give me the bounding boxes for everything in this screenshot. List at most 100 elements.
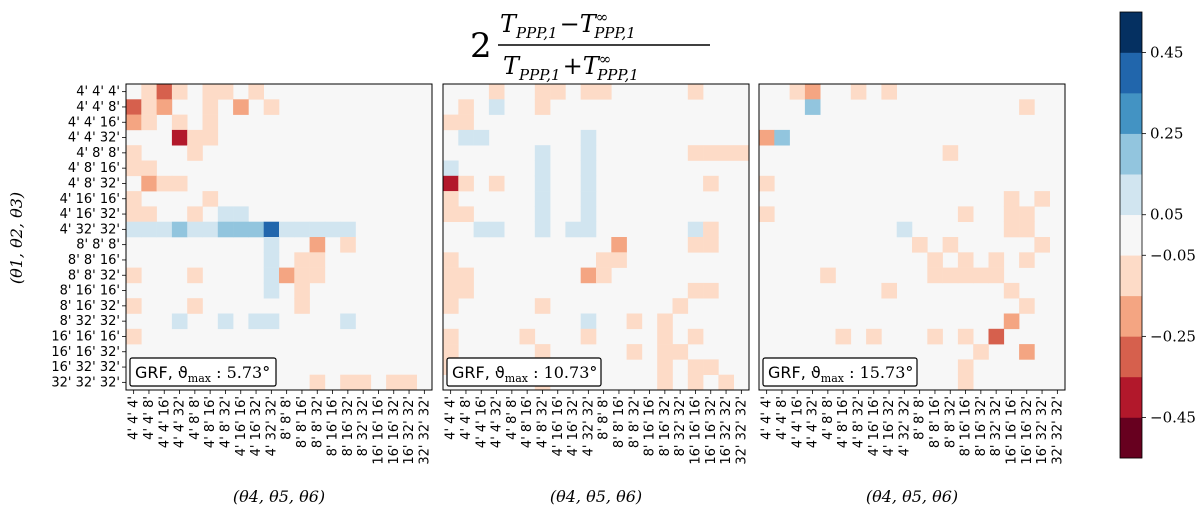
heatmap-cell (519, 328, 536, 345)
heatmap-cell (1019, 252, 1035, 268)
heatmap-cell (565, 221, 581, 238)
x-tick-label: 8' 8' 16' (295, 396, 310, 448)
x-tick-label: 32' 32' 32' (417, 396, 432, 465)
heatmap-cell (850, 84, 867, 100)
heatmap-cell (263, 237, 280, 253)
x-tick-label: 8' 8' 8' (913, 396, 928, 440)
heatmap-cell (912, 237, 928, 253)
x-tick-label: 4' 32' 32' (581, 396, 596, 456)
heatmap-cell (580, 267, 597, 284)
x-tick-label: 4' 4' 8' (459, 396, 474, 440)
title-num-sub2: PPP,1 (593, 24, 636, 42)
heatmap-cell (233, 206, 249, 222)
annotation-prefix: GRF, ϑ (135, 363, 188, 382)
heatmap-cell (866, 328, 882, 345)
heatmap-cell (263, 267, 280, 284)
heatmap-cell (927, 328, 943, 345)
x-tick-label: 4' 8' 32' (851, 396, 866, 448)
x-tick-label: 4' 4' 4' (127, 396, 142, 440)
heatmap-cell (279, 221, 295, 238)
x-tick-label: 4' 8' 32' (535, 396, 550, 448)
x-tick-label: 8' 32' 32' (356, 396, 371, 456)
heatmap-cell (973, 267, 989, 284)
heatmap-cell (443, 160, 459, 177)
heatmap-cell (309, 374, 326, 391)
heatmap-cell (248, 313, 264, 330)
heatmap-cell (233, 221, 249, 238)
annotation-sub: max (188, 372, 212, 385)
colorbar-segment (1120, 93, 1142, 134)
heatmap-cell (309, 252, 326, 268)
heatmap-cell (126, 191, 142, 207)
heatmap-cell (263, 313, 280, 330)
colorbar-segment (1120, 174, 1142, 216)
heatmap-cell (626, 313, 643, 330)
heatmap-cell (324, 221, 341, 238)
x-tick-label: 4' 4' 32' (806, 396, 821, 448)
heatmap-cell (171, 114, 188, 131)
annotation-value: : 5.73° (211, 363, 270, 382)
heatmap-cell (171, 221, 188, 238)
y-tick-label: 4' 16' 16' (60, 192, 120, 207)
heatmap-cell (973, 344, 989, 360)
y-axis-label: (θ1, θ2, θ3) (7, 192, 26, 284)
x-tick-label: 4' 8' 32' (218, 396, 233, 448)
heatmap-cell (733, 145, 750, 161)
heatmap-panel-2: GRF, ϑmax : 10.73°4' 4' 4' 4' 4' 8' 4' 4' … (442, 83, 750, 506)
heatmap-cell (774, 129, 790, 146)
heatmap-cell (458, 114, 474, 131)
heatmap-cell (340, 374, 356, 391)
heatmap-cell (718, 145, 734, 161)
annotation-sub: max (505, 372, 529, 385)
heatmap-cell (443, 206, 459, 222)
annotation-text: GRF, ϑmax : 10.73° (452, 363, 597, 385)
heatmap-cell (942, 145, 959, 161)
x-tick-label: 4' 4' 4' (760, 396, 775, 440)
colorbar-tick-label: −0.45 (1150, 408, 1196, 426)
x-tick-label: 8' 8' 8' (280, 396, 295, 440)
heatmap-cell (1003, 221, 1020, 238)
heatmap-cell (1019, 221, 1035, 238)
x-tick-label: 16' 16' 16' (1004, 396, 1019, 465)
x-tick-label: 32' 32' 32' (734, 396, 749, 465)
x-tick-label: 8' 8' 16' (928, 396, 943, 448)
x-tick-label: 4' 8' 8' (505, 396, 520, 440)
heatmap-cell (687, 237, 704, 253)
heatmap-cell (294, 267, 310, 284)
heatmap-cell (202, 114, 219, 131)
heatmap-cell (309, 267, 326, 284)
colorbar-segment (1120, 376, 1142, 418)
panel-annotation: GRF, ϑmax : 10.73° (446, 357, 602, 387)
heatmap-cell (340, 237, 356, 253)
heatmap-cell (687, 84, 704, 100)
heatmap-cell (217, 84, 234, 100)
heatmap-cell (458, 99, 474, 115)
heatmap-cell (703, 175, 719, 192)
heatmap-cell (263, 282, 280, 299)
heatmap-cell (596, 252, 612, 268)
heatmap-cell (672, 298, 689, 314)
heatmap-cell (458, 175, 474, 192)
heatmap-cell (217, 221, 234, 238)
heatmap-cell (687, 374, 704, 391)
heatmap-cell (443, 191, 459, 207)
annotation-value: : 10.73° (528, 363, 597, 382)
heatmap-cell (942, 237, 959, 253)
heatmap-cell (156, 84, 173, 100)
heatmap-cell (759, 129, 775, 146)
x-tick-label: 16' 16' 32' (387, 396, 402, 465)
x-axis-label: (θ4, θ5, θ6) (550, 487, 642, 506)
heatmap-cell (1034, 237, 1050, 253)
x-tick-label: 4' 16' 32' (249, 396, 264, 456)
x-tick-label: 4' 4' 16' (474, 396, 489, 448)
heatmap-panel-1: GRF, ϑmax : 5.73°4' 4' 4'4' 4' 8'4' 4' 1… (51, 83, 433, 506)
x-tick-label: 16' 32' 32' (402, 396, 417, 465)
y-tick-label: 16' 32' 32' (51, 360, 120, 375)
heatmap-cell (804, 84, 821, 100)
heatmap-cell (202, 221, 219, 238)
heatmap-cell (263, 99, 280, 115)
heatmap-cell (443, 267, 459, 284)
heatmap-cell (202, 191, 219, 207)
annotation-sub: max (821, 372, 845, 385)
heatmap-cell (126, 298, 142, 314)
